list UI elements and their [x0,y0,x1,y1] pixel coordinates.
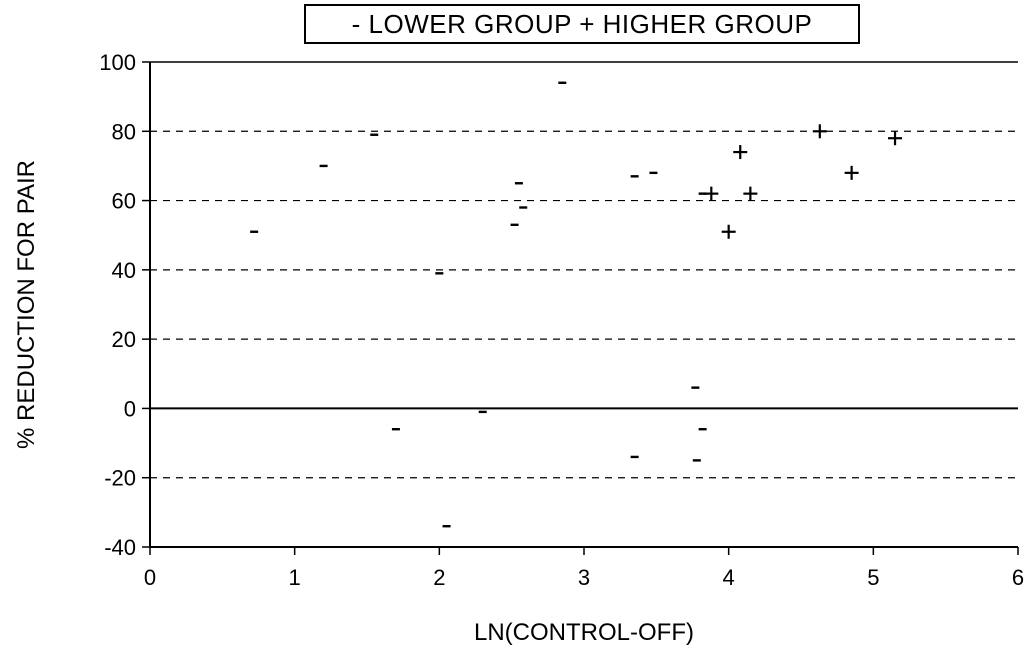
higher-group-point [733,145,748,160]
x-tick-label: 4 [723,565,735,590]
chart-legend: - LOWER GROUP + HIGHER GROUP [304,4,860,44]
y-tick-label: 100 [99,50,136,75]
y-tick-label: 80 [112,119,136,144]
higher-group-point [812,124,827,139]
higher-group-point [721,224,736,239]
y-tick-label: -20 [104,466,136,491]
y-tick-label: 20 [112,327,136,352]
y-tick-label: 40 [112,258,136,283]
x-tick-label: 5 [867,565,879,590]
data-points [250,81,903,528]
higher-group-point [844,165,859,180]
higher-group-point [888,131,903,146]
x-axis-title: LN(CONTROL-OFF) [474,619,694,646]
x-tick-label: 0 [144,565,156,590]
y-axis-title: % REDUCTION FOR PAIR [13,160,40,449]
grid-lines [150,130,1018,479]
x-tick-label: 2 [433,565,445,590]
higher-group-point [743,186,758,201]
x-tick-label: 3 [578,565,590,590]
y-tick-label: 0 [124,396,136,421]
y-tick-label: -40 [104,535,136,560]
tick-labels: 100 80 60 40 20 0 -20 -40 0 1 2 3 4 5 6 [99,50,1024,590]
y-tick-label: 60 [112,189,136,214]
x-tick-label: 1 [289,565,301,590]
x-tick-label: 6 [1012,565,1024,590]
legend-text: - LOWER GROUP + HIGHER GROUP [351,8,813,39]
axes [142,61,1019,555]
higher-group-point [704,186,719,201]
